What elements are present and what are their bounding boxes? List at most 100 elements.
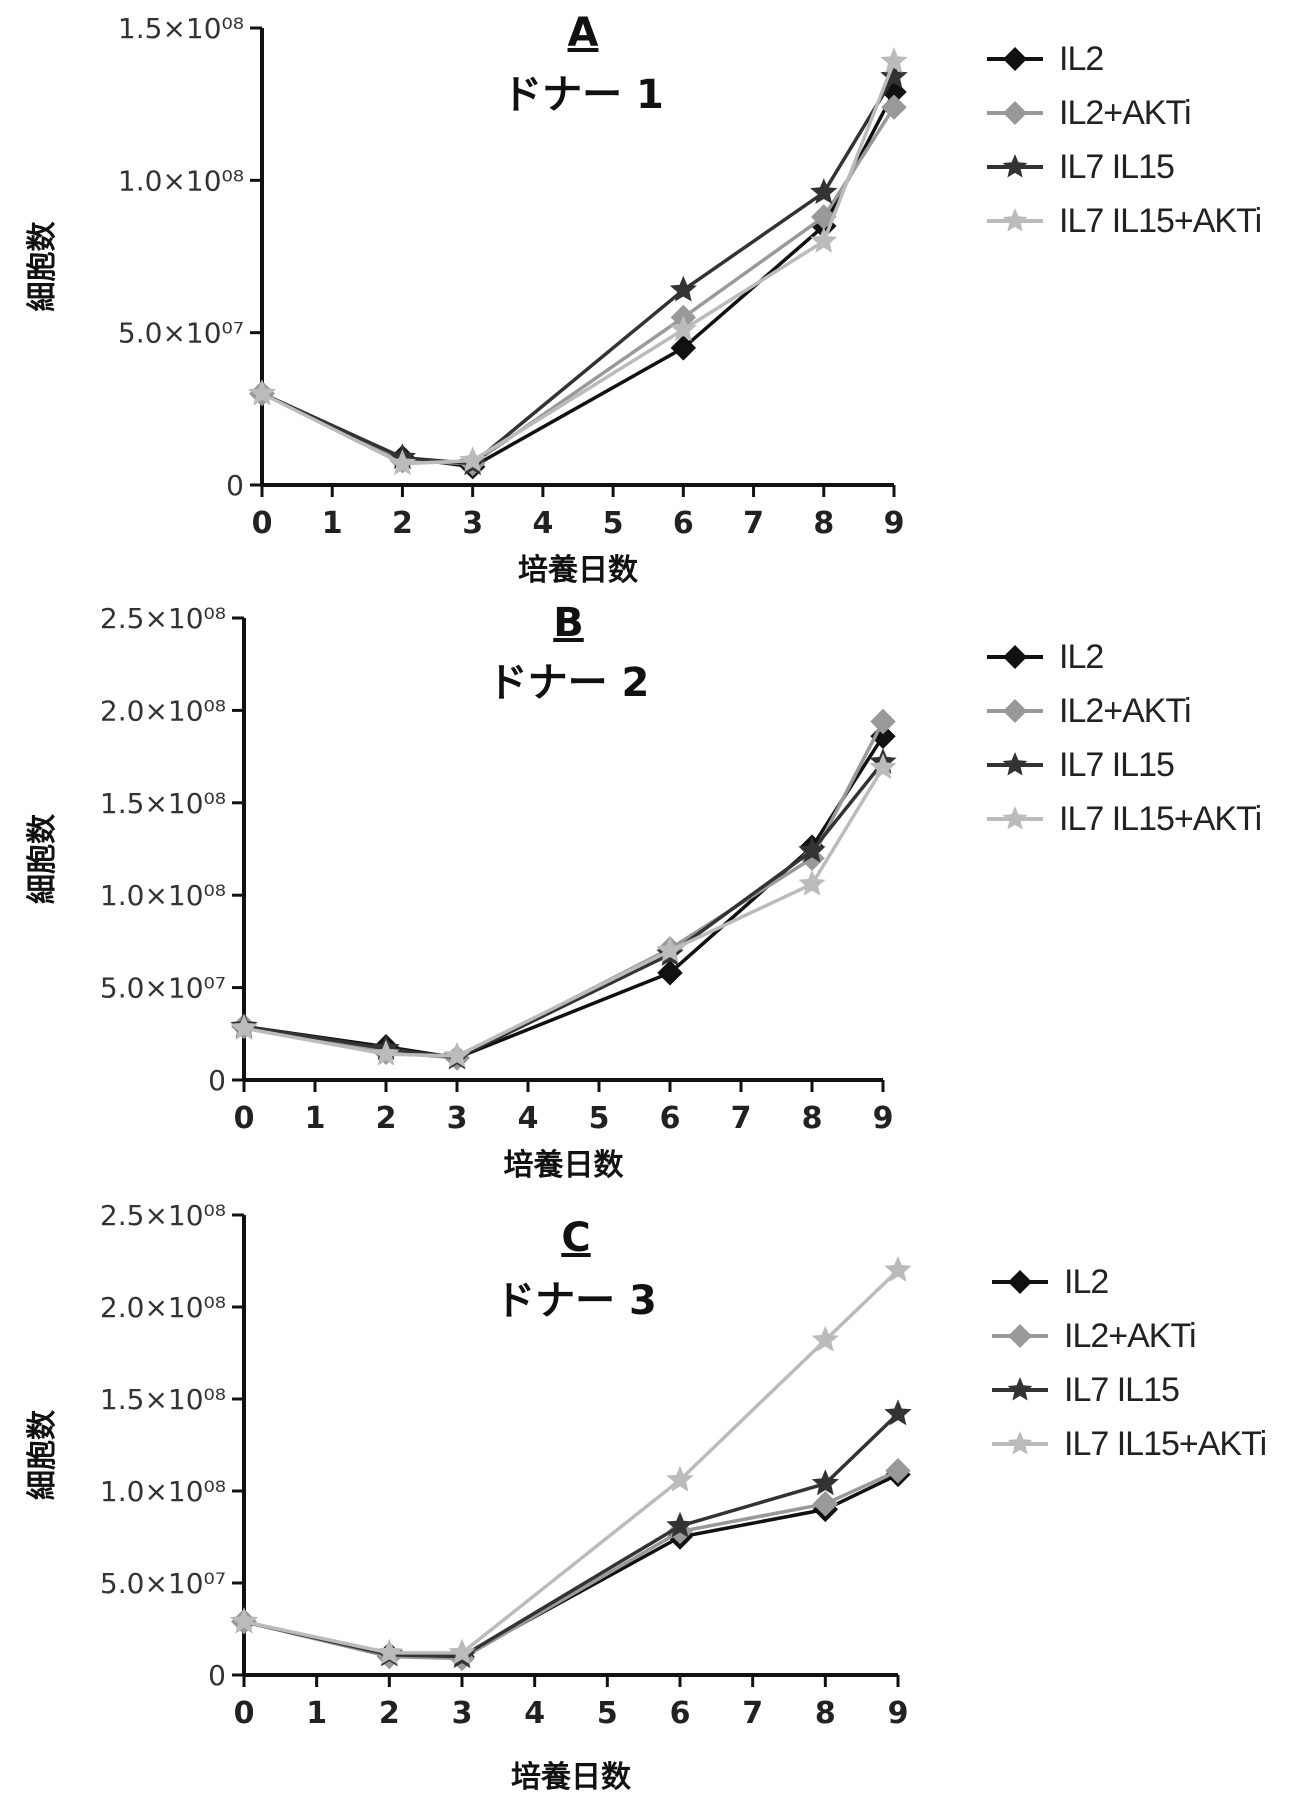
y-tick-label: 2.0×10⁰⁸: [100, 694, 226, 727]
y-tick-label: 0: [226, 469, 244, 502]
diamond-marker-icon: [985, 44, 1045, 74]
chart-title: ドナー 1: [502, 72, 664, 118]
y-tick-label: 5.0×10⁰⁷: [118, 317, 244, 350]
legend-item: IL7 IL15+AKTi: [985, 194, 1261, 248]
star-marker-icon: [985, 152, 1045, 182]
legend-item: IL2+AKTi: [985, 684, 1261, 738]
x-tick-label: 0: [252, 506, 273, 541]
x-axis-label: 培養日数: [504, 1148, 625, 1183]
legend-label: IL2+AKTi: [1059, 692, 1191, 731]
x-tick-label: 3: [462, 506, 483, 541]
y-tick-label: 5.0×10⁰⁷: [100, 972, 226, 1005]
x-tick-label: 7: [742, 1696, 763, 1731]
series-line-1: [262, 107, 894, 463]
x-tick-label: 2: [376, 1101, 397, 1136]
chart-panel-b: 0 5.0×10⁰⁷ 1.0×10⁰⁸ 1.5×10⁰⁸ 2.0×10⁰⁸ 2.5×10⁰…: [0, 600, 1307, 1200]
y-axis-label: 細胞数: [25, 221, 60, 312]
y-tick-label: 2.0×10⁰⁸: [100, 1291, 226, 1324]
y-tick-label: 1.0×10⁰⁸: [100, 879, 226, 912]
x-axis-label: 培養日数: [511, 1760, 632, 1795]
y-tick-label: 1.5×10⁰⁸: [118, 12, 244, 45]
series-line-2: [244, 1414, 898, 1657]
diamond-marker-icon: [990, 1267, 1050, 1297]
legend-label: IL2: [1059, 40, 1103, 79]
x-tick-label: 2: [379, 1696, 400, 1731]
x-tick-label: 3: [447, 1101, 468, 1136]
series-line-0: [262, 92, 894, 467]
legend-label: IL7 IL15+AKTi: [1059, 202, 1261, 241]
y-tick-label: 1.5×10⁰⁸: [100, 787, 226, 820]
x-tick-label: 7: [731, 1101, 752, 1136]
panel-letter: B: [553, 600, 584, 646]
legend-item: IL7 IL15+AKTi: [985, 792, 1261, 846]
x-tick-label: 5: [589, 1101, 610, 1136]
legend-item: IL2: [990, 1255, 1266, 1309]
diamond-marker-icon: [990, 1321, 1050, 1351]
data-point: [871, 709, 895, 733]
star-marker-icon: [990, 1375, 1050, 1405]
x-tick-label: 1: [322, 506, 343, 541]
y-axis-label: 細胞数: [25, 813, 60, 904]
legend-label: IL7 IL15+AKTi: [1059, 800, 1261, 839]
legend-item: IL7 IL15+AKTi: [990, 1417, 1266, 1471]
legend-item: IL7 IL15: [990, 1363, 1266, 1417]
y-tick-label: 5.0×10⁰⁷: [100, 1567, 226, 1600]
legend: IL2 IL2+AKTi IL7 IL15 IL7 IL15+AKTi: [990, 1255, 1266, 1471]
legend-label: IL7 IL15: [1059, 148, 1174, 187]
x-tick-label: 4: [518, 1101, 539, 1136]
legend-item: IL2+AKTi: [990, 1309, 1266, 1363]
chart-panel-a: 05.0×10⁰⁷1.0×10⁰⁸1.5×10⁰⁸0123456789Aドナー …: [0, 0, 1307, 600]
legend-label: IL2: [1064, 1263, 1108, 1302]
star-marker-icon: [985, 750, 1045, 780]
x-tick-label: 8: [815, 1696, 836, 1731]
x-tick-label: 4: [532, 506, 553, 541]
legend-label: IL7 IL15: [1059, 746, 1174, 785]
y-tick-label: 2.5×10⁰⁸: [100, 602, 226, 635]
panel-letter: A: [568, 10, 599, 56]
diamond-marker-icon: [985, 642, 1045, 672]
x-tick-label: 6: [670, 1696, 691, 1731]
x-tick-label: 9: [873, 1101, 894, 1136]
x-tick-label: 5: [597, 1696, 618, 1731]
x-tick-label: 0: [234, 1101, 255, 1136]
x-tick-label: 1: [305, 1101, 326, 1136]
x-tick-label: 2: [392, 506, 413, 541]
x-axis-label: 培養日数: [518, 553, 639, 588]
legend-label: IL2: [1059, 638, 1103, 677]
panel-letter: C: [561, 1215, 590, 1261]
y-tick-label: 0: [208, 1659, 226, 1692]
legend-label: IL2+AKTi: [1064, 1317, 1196, 1356]
legend-item: IL7 IL15: [985, 738, 1261, 792]
y-tick-label: 1.5×10⁰⁸: [100, 1383, 226, 1416]
chart-title: ドナー 2: [488, 660, 650, 706]
legend-item: IL2+AKTi: [985, 86, 1261, 140]
legend-item: IL2: [985, 32, 1261, 86]
x-tick-label: 8: [802, 1101, 823, 1136]
y-axis-label: 細胞数: [25, 1409, 60, 1500]
data-point: [882, 95, 906, 119]
x-tick-label: 0: [234, 1696, 255, 1731]
legend-label: IL2+AKTi: [1059, 94, 1191, 133]
star-marker-icon: [990, 1429, 1050, 1459]
x-tick-label: 7: [743, 506, 764, 541]
x-tick-label: 5: [603, 506, 624, 541]
x-tick-label: 9: [888, 1696, 909, 1731]
x-tick-label: 6: [673, 506, 694, 541]
star-marker-icon: [985, 206, 1045, 236]
x-tick-label: 1: [306, 1696, 327, 1731]
y-tick-label: 0: [208, 1064, 226, 1097]
y-tick-label: 1.0×10⁰⁸: [118, 164, 244, 197]
legend: IL2 IL2+AKTi IL7 IL15 IL7 IL15+AKTi: [985, 32, 1261, 248]
legend-label: IL7 IL15+AKTi: [1064, 1425, 1266, 1464]
diamond-marker-icon: [985, 98, 1045, 128]
series-line-3: [262, 62, 894, 464]
legend-item: IL7 IL15: [985, 140, 1261, 194]
y-tick-label: 2.5×10⁰⁸: [100, 1199, 226, 1232]
x-tick-label: 4: [524, 1696, 545, 1731]
legend-label: IL7 IL15: [1064, 1371, 1179, 1410]
x-tick-label: 6: [660, 1101, 681, 1136]
star-marker-icon: [985, 804, 1045, 834]
legend-item: IL2: [985, 630, 1261, 684]
data-point: [800, 871, 825, 895]
legend: IL2 IL2+AKTi IL7 IL15 IL7 IL15+AKTi: [985, 630, 1261, 846]
